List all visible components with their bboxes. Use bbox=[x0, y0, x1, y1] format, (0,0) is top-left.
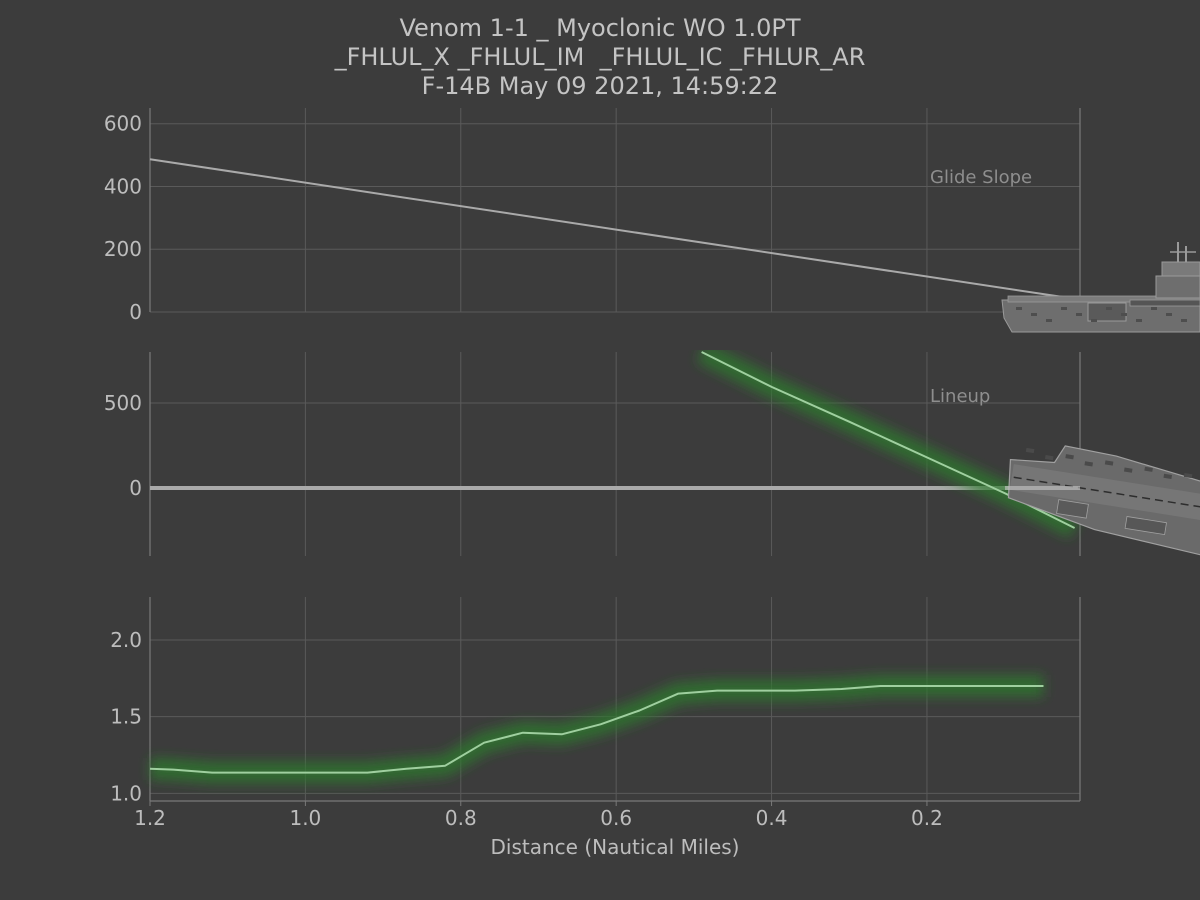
carrier-top-view-icon bbox=[1005, 445, 1200, 561]
panel-annotation: Lineup bbox=[930, 386, 990, 407]
x-axis-label: Distance (Nautical Miles) bbox=[491, 835, 740, 859]
chart-title: Venom 1-1 _ Myoclonic WO 1.0PT _FHLUL_X … bbox=[0, 14, 1200, 101]
y-tick-label: 400 bbox=[104, 174, 142, 198]
reference-line bbox=[149, 158, 1075, 300]
x-tick-label: 1.2 bbox=[134, 806, 166, 830]
panel-1: 0 200 400 600 Glide Slope bbox=[104, 108, 1081, 324]
y-tick-label: 0 bbox=[129, 476, 142, 500]
x-tick-label: 1.0 bbox=[289, 806, 321, 830]
flight-path-glow bbox=[149, 675, 1044, 784]
x-tick-label: 0.6 bbox=[600, 806, 632, 830]
panel-annotation: Glide Slope bbox=[930, 167, 1032, 188]
x-tick-label: 0.4 bbox=[756, 806, 788, 830]
flight-path-line bbox=[149, 685, 1044, 774]
y-tick-label: 1.5 bbox=[110, 705, 142, 729]
y-tick-label: 0 bbox=[129, 300, 142, 324]
title-line-1: Venom 1-1 _ Myoclonic WO 1.0PT bbox=[399, 14, 801, 42]
x-tick-label: 0.8 bbox=[445, 806, 477, 830]
y-tick-label: 500 bbox=[104, 391, 142, 415]
x-tick-label: 0.2 bbox=[911, 806, 943, 830]
title-line-2: _FHLUL_X _FHLUL_IM _FHLUL_IC _FHLUR_AR bbox=[334, 43, 866, 71]
y-tick-label: 2.0 bbox=[110, 628, 142, 652]
panel-2: 0 500 Lineup bbox=[104, 350, 1081, 556]
y-tick-label: 1.0 bbox=[110, 781, 142, 805]
title-line-3: F-14B May 09 2021, 14:59:22 bbox=[421, 72, 779, 100]
carrier-side-view-icon bbox=[1001, 242, 1200, 333]
y-tick-label: 600 bbox=[104, 112, 142, 136]
y-tick-label: 200 bbox=[104, 237, 142, 261]
